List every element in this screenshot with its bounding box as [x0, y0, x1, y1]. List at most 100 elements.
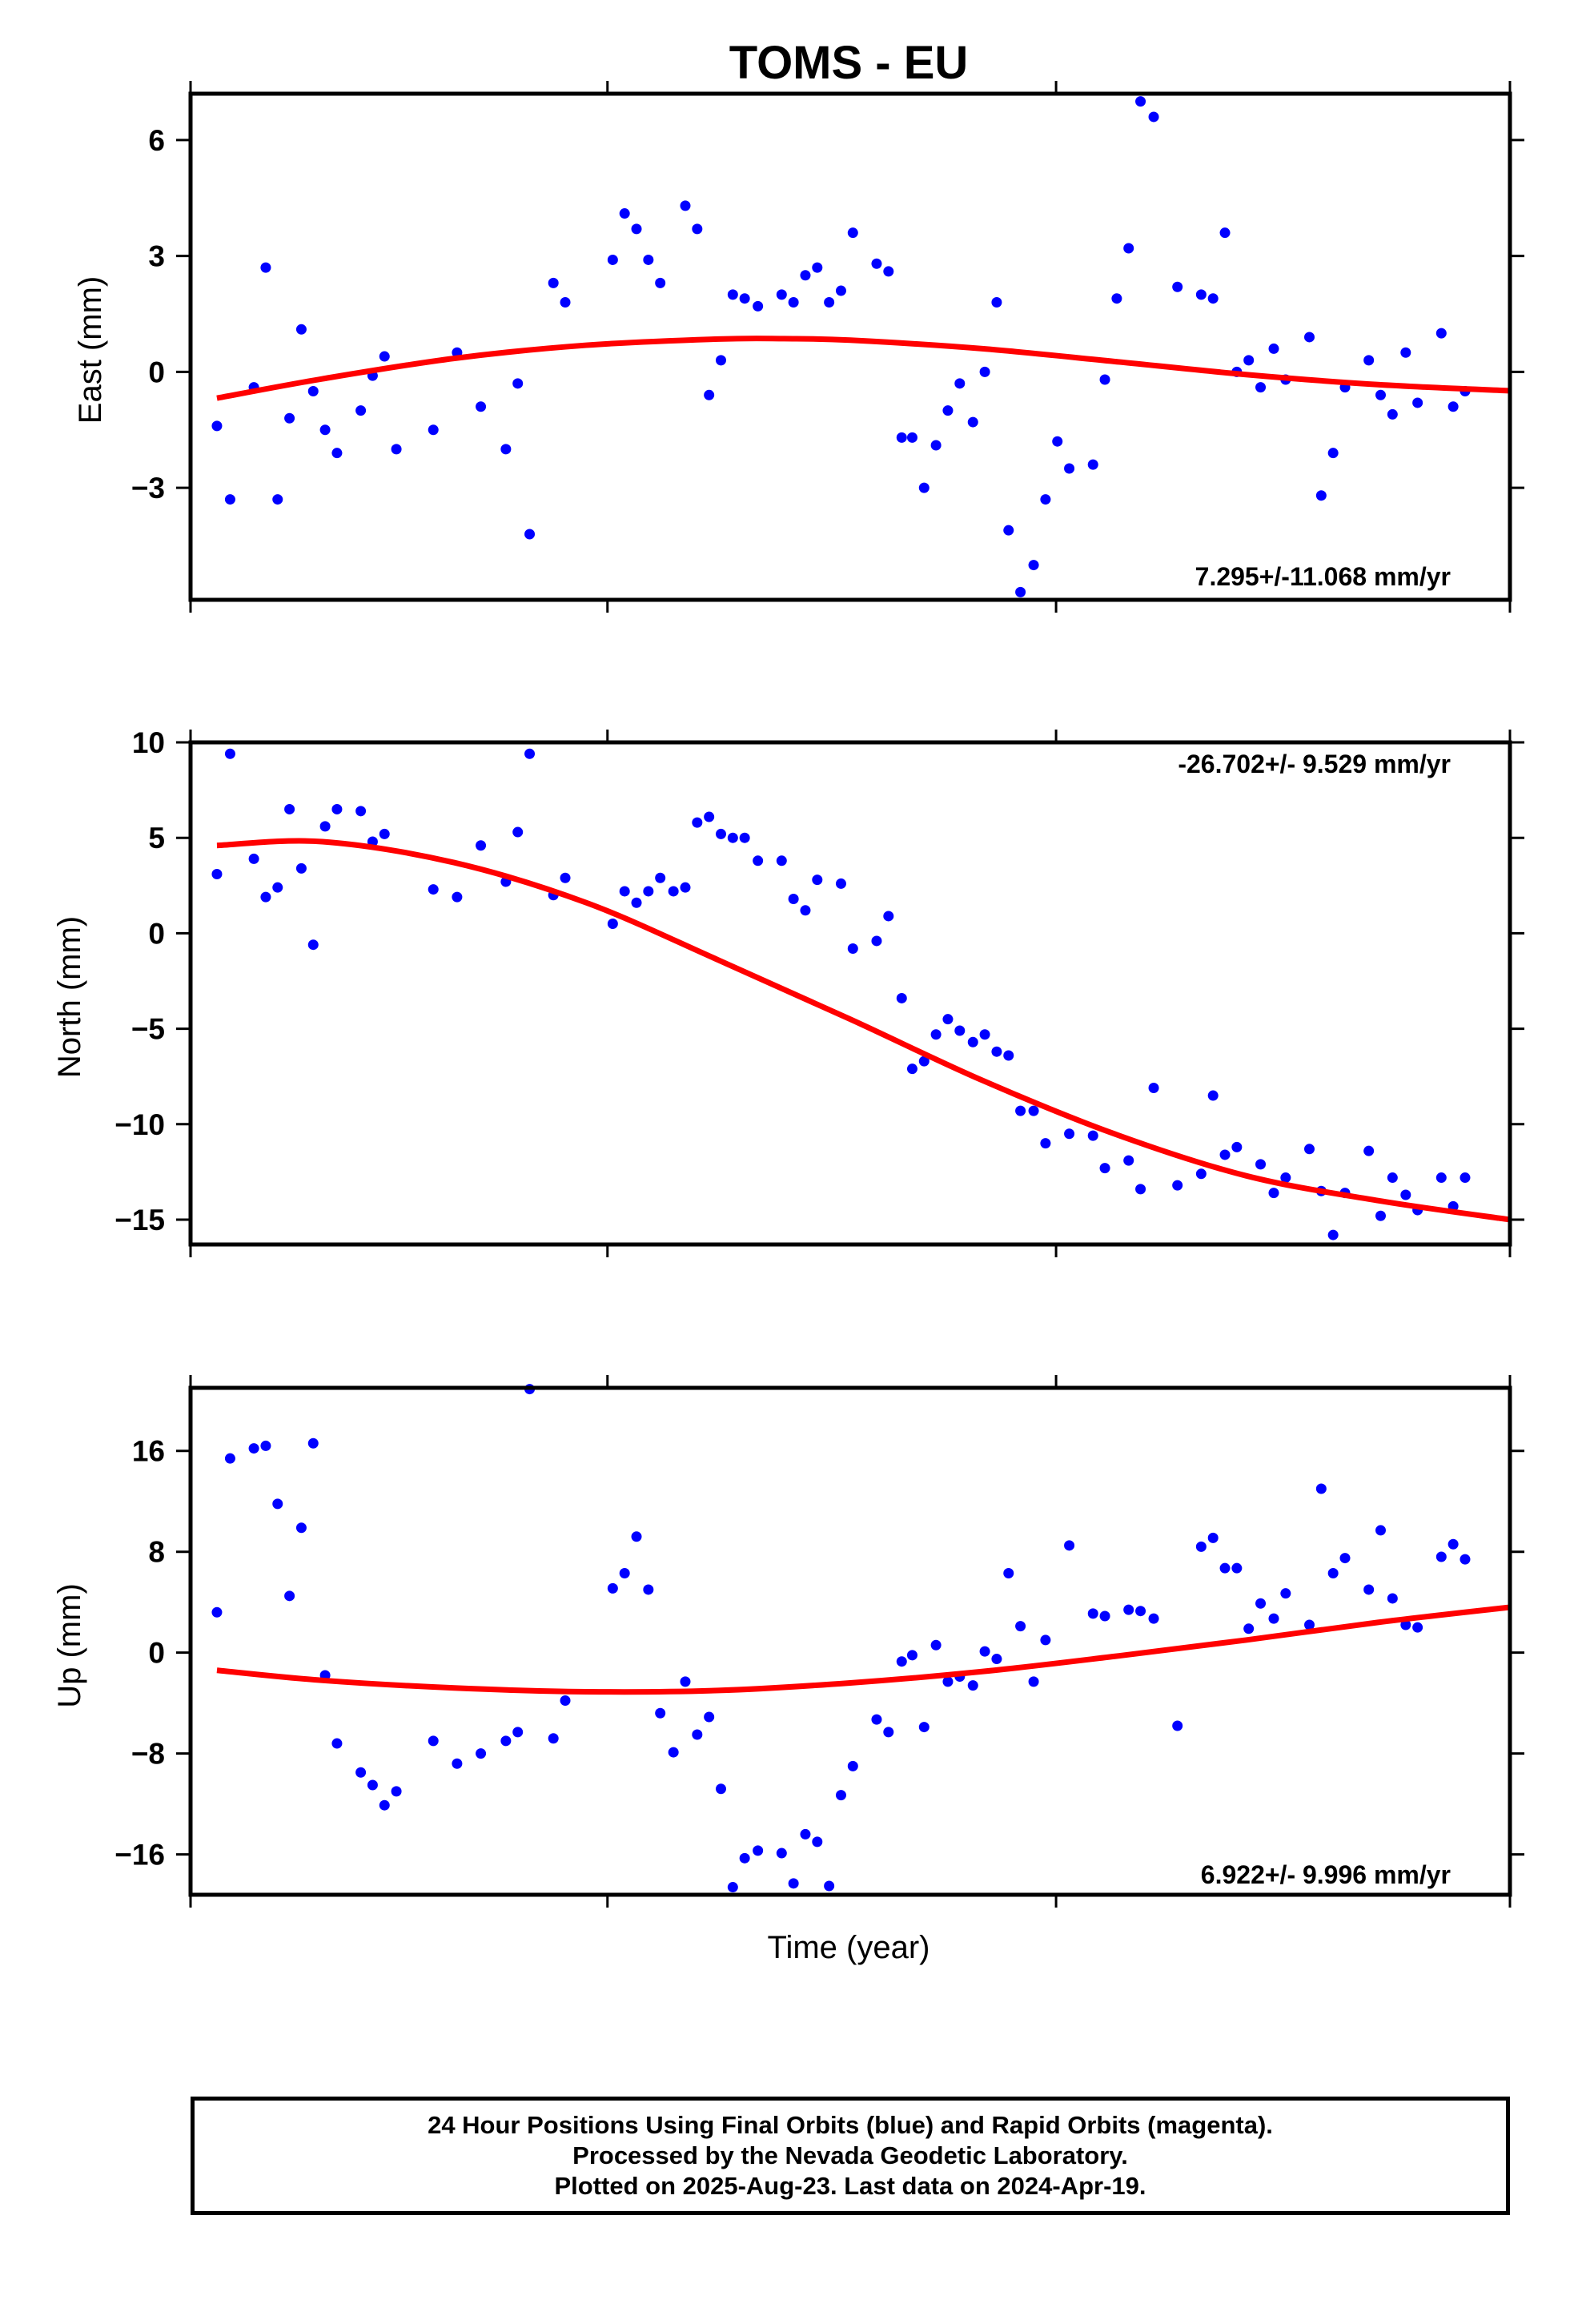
- data-point: [1052, 436, 1063, 447]
- data-point: [560, 872, 571, 883]
- data-point: [883, 911, 894, 922]
- east-panel: East (mm) −3 0 3 6 7.295+/-11.068 mm/yr: [73, 81, 1524, 613]
- data-point: [835, 1790, 846, 1801]
- data-point: [967, 416, 978, 428]
- north-rate-label: -26.702+/- 9.529 mm/yr: [1178, 750, 1451, 778]
- data-point: [1280, 1588, 1291, 1599]
- y-tick-label: 0: [148, 917, 165, 950]
- data-point: [1255, 1598, 1267, 1609]
- data-point: [788, 1878, 799, 1889]
- north-ylabel: North (mm): [52, 916, 87, 1078]
- data-point: [643, 254, 654, 265]
- data-point: [991, 1654, 1002, 1665]
- data-point: [391, 1786, 402, 1797]
- data-point: [548, 277, 559, 288]
- data-point: [307, 385, 319, 396]
- data-point: [668, 1747, 679, 1758]
- data-point: [692, 223, 703, 235]
- y-tick-label: 5: [148, 822, 165, 854]
- data-point: [906, 1063, 917, 1075]
- east-frame: [188, 91, 1512, 602]
- data-point: [1219, 1562, 1231, 1574]
- data-point: [883, 266, 894, 277]
- data-point: [1099, 1610, 1110, 1622]
- data-point: [942, 405, 954, 416]
- data-point: [1148, 111, 1159, 123]
- data-point: [788, 297, 799, 308]
- data-point: [1028, 560, 1039, 571]
- y-tick-label: 0: [148, 356, 165, 388]
- data-point: [1231, 1141, 1243, 1152]
- data-point: [727, 289, 738, 300]
- data-point: [331, 448, 343, 459]
- east-rate-label: 7.295+/-11.068 mm/yr: [1195, 562, 1451, 591]
- data-point: [1327, 1567, 1339, 1578]
- data-point: [930, 1639, 942, 1651]
- data-point: [1255, 1159, 1267, 1170]
- data-point: [680, 200, 691, 211]
- data-point: [260, 262, 271, 273]
- data-point: [331, 1738, 343, 1749]
- data-point: [824, 297, 835, 308]
- data-point: [1375, 389, 1386, 400]
- data-point: [379, 828, 390, 839]
- data-point: [452, 1758, 463, 1769]
- data-point: [692, 817, 703, 828]
- data-point: [1003, 525, 1014, 536]
- data-point: [1400, 1619, 1411, 1630]
- data-point: [1435, 1172, 1447, 1184]
- data-point: [1135, 1184, 1146, 1195]
- data-point: [715, 1783, 726, 1795]
- data-point: [1123, 1155, 1134, 1166]
- data-point: [1304, 1144, 1315, 1155]
- data-point: [824, 1880, 835, 1892]
- data-point: [379, 1799, 390, 1811]
- up-points: [211, 1384, 1471, 1893]
- data-point: [1363, 1145, 1375, 1156]
- data-point: [753, 855, 764, 866]
- data-point: [548, 1733, 559, 1744]
- y-tick-label: 6: [148, 124, 165, 157]
- data-point: [918, 1722, 930, 1733]
- data-point: [355, 1767, 367, 1778]
- data-point: [776, 855, 787, 866]
- data-point: [1040, 1138, 1051, 1149]
- data-point: [991, 1046, 1002, 1057]
- data-point: [1412, 397, 1423, 408]
- data-point: [753, 1845, 764, 1856]
- data-point: [715, 828, 726, 839]
- data-point: [1064, 1540, 1075, 1551]
- data-point: [1219, 227, 1231, 239]
- data-point: [284, 1590, 295, 1602]
- data-point: [1375, 1210, 1386, 1221]
- y-tick-label: 8: [148, 1536, 165, 1569]
- data-point: [295, 324, 307, 335]
- data-point: [1135, 96, 1146, 107]
- data-point: [812, 262, 823, 273]
- data-point: [355, 405, 367, 416]
- data-point: [607, 254, 618, 265]
- data-point: [1207, 293, 1219, 304]
- data-point: [1387, 1172, 1398, 1184]
- data-point: [954, 1025, 966, 1036]
- data-point: [619, 886, 630, 897]
- data-point: [704, 1711, 715, 1723]
- data-point: [727, 832, 738, 843]
- data-point: [476, 840, 487, 851]
- up-x-ticks: [189, 1375, 1512, 1908]
- data-point: [704, 389, 715, 400]
- data-point: [1123, 243, 1134, 254]
- data-point: [211, 1606, 223, 1618]
- data-point: [1243, 1623, 1255, 1634]
- data-point: [847, 227, 858, 239]
- y-tick-label: −16: [114, 1839, 165, 1872]
- data-point: [883, 1727, 894, 1738]
- data-point: [1099, 1163, 1110, 1174]
- data-point: [979, 1646, 990, 1657]
- data-point: [942, 1676, 954, 1687]
- east-x-ticks: [189, 81, 1512, 613]
- up-panel: Up (mm) −16 −8 0 8 16 6.922+/- 9.996 mm/yr: [52, 1375, 1524, 1908]
- data-point: [906, 432, 917, 443]
- data-point: [739, 293, 750, 304]
- data-point: [631, 223, 642, 235]
